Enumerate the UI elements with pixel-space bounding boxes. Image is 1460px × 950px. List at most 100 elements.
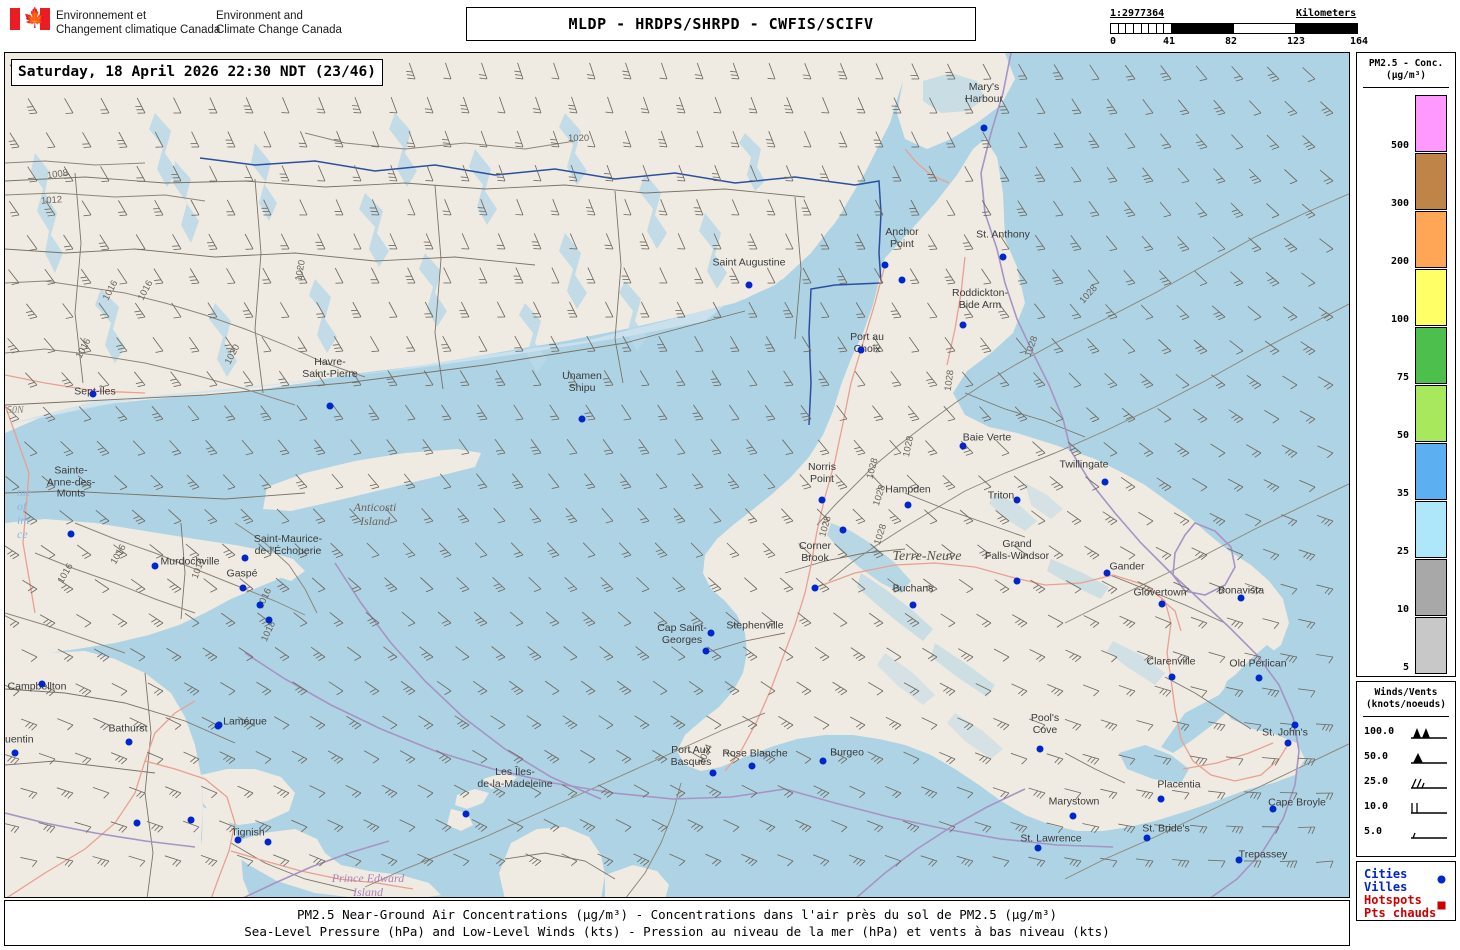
city-label: Trepassey [1238, 848, 1288, 861]
isobar-label: 1020 [568, 133, 590, 144]
city-marker[interactable] [819, 757, 827, 765]
city-label: Mary's Harbour [965, 81, 1003, 105]
city-label: Cape Broyle [1268, 796, 1326, 809]
city-label: Clarenville [1146, 655, 1196, 668]
color-band-25 [1415, 501, 1447, 558]
city-label: Port Aux Basques [670, 744, 712, 768]
city-label: Twillingate [1059, 458, 1109, 471]
city-label: Placentia [1157, 778, 1201, 791]
city-marker[interactable] [264, 838, 272, 846]
city-marker[interactable] [1291, 721, 1299, 729]
city-label: St. Bride's [1142, 822, 1190, 835]
scale-track [1110, 23, 1358, 34]
city-marker[interactable] [462, 810, 470, 818]
wind-legend-title: Winds/Vents (knots/noeuds) [1365, 687, 1447, 710]
city-marker[interactable] [904, 501, 912, 509]
city-marker[interactable] [1237, 594, 1245, 602]
city-marker[interactable] [1157, 795, 1165, 803]
city-marker[interactable] [898, 276, 906, 284]
city-marker[interactable] [187, 816, 195, 824]
city-marker[interactable] [1168, 673, 1176, 681]
color-band-300 [1415, 153, 1447, 210]
city-marker[interactable] [811, 584, 819, 592]
city-marker[interactable] [709, 769, 717, 777]
city-marker[interactable] [999, 253, 1007, 261]
scale-tick-82: 82 [1225, 36, 1238, 47]
city-label: Norris Point [808, 461, 836, 485]
scale-bar: 1:2977364 Kilometers 0 41 82 123 164 [1110, 8, 1410, 48]
city-marker[interactable] [234, 836, 242, 844]
city-marker[interactable] [1013, 496, 1021, 504]
isobar-label: 1012 [40, 194, 63, 207]
city-marker[interactable] [909, 601, 917, 609]
city-marker[interactable] [151, 562, 159, 570]
map-title: MLDP - HRDPS/SHRPD - CWFIS/SCIFV [568, 15, 874, 33]
city-marker[interactable] [1284, 739, 1292, 747]
city-marker[interactable] [980, 124, 988, 132]
city-label: Corner Brook [798, 540, 832, 564]
city-marker[interactable] [67, 530, 75, 538]
city-marker[interactable] [1103, 569, 1111, 577]
city-marker[interactable] [256, 601, 264, 609]
map-canvas[interactable]: Saturday, 18 April 2026 22:30 NDT (23/46… [4, 52, 1350, 898]
city-marker[interactable] [38, 680, 46, 688]
city-label: Cap Saint- Georges [657, 622, 707, 646]
color-band-label-500: 500 [1390, 140, 1409, 151]
city-label: Tignish [231, 826, 265, 839]
city-marker[interactable] [1269, 805, 1277, 813]
city-marker[interactable] [215, 721, 223, 729]
scale-tick-164: 164 [1350, 36, 1369, 47]
city-marker[interactable] [1034, 844, 1042, 852]
city-marker[interactable] [578, 415, 586, 423]
city-marker[interactable] [11, 749, 19, 757]
city-label: Marystown [1048, 795, 1100, 808]
city-label: St. Anthony [976, 228, 1030, 241]
city-label: Roddickton- Bide Arm [951, 287, 1009, 311]
city-marker[interactable] [1069, 812, 1077, 820]
city-marker[interactable] [959, 321, 967, 329]
barb-5kt-icon [1407, 824, 1451, 842]
city-marker[interactable] [1143, 834, 1151, 842]
city-marker[interactable] [241, 554, 249, 562]
barb-50kt-icon [1407, 749, 1451, 767]
city-label: Stephenville [726, 619, 784, 632]
city-marker[interactable] [89, 390, 97, 398]
color-band-35 [1415, 443, 1447, 500]
wind-legend-value: 5.0 [1364, 826, 1383, 837]
city-marker[interactable] [1013, 577, 1021, 585]
map-geometry [5, 53, 1349, 897]
city-marker[interactable] [707, 629, 715, 637]
org-name-en: Environment and Climate Change Canada [216, 10, 342, 36]
map-layers: Saturday, 18 April 2026 22:30 NDT (23/46… [5, 53, 1349, 897]
scale-tick-labels: 0 41 82 123 164 [1110, 36, 1370, 50]
city-marker[interactable] [1101, 478, 1109, 486]
city-marker[interactable] [857, 346, 865, 354]
city-marker[interactable] [133, 819, 141, 827]
city-marker[interactable] [702, 647, 710, 655]
city-marker[interactable] [1235, 856, 1243, 864]
city-marker[interactable] [326, 402, 334, 410]
city-marker[interactable] [1158, 600, 1166, 608]
legend-divider [1363, 87, 1449, 88]
color-band-label-25: 25 [1396, 546, 1409, 557]
city-marker[interactable] [239, 584, 247, 592]
city-marker[interactable] [745, 281, 753, 289]
city-marker[interactable] [125, 738, 133, 746]
city-marker[interactable] [1255, 674, 1263, 682]
city-label: Bonavista [1217, 584, 1265, 597]
city-marker[interactable] [1036, 745, 1044, 753]
color-band-label-5: 5 [1402, 662, 1409, 673]
city-label: Gander [1109, 560, 1145, 573]
city-label: Unamen Shipu [562, 370, 602, 394]
city-marker[interactable] [839, 526, 847, 534]
concentration-legend: PM2.5 - Conc. (µg/m³) 500 300 200 100 75 50 35… [1356, 52, 1456, 677]
city-marker[interactable] [959, 442, 967, 450]
city-label: uentin [5, 733, 34, 746]
wind-legend: Winds/Vents (knots/noeuds) 100.0 50.0 25.0… [1356, 681, 1456, 857]
city-marker[interactable] [748, 762, 756, 770]
city-marker[interactable] [265, 616, 273, 624]
region-label: me of int ce [17, 485, 31, 541]
city-marker[interactable] [881, 261, 889, 269]
city-marker[interactable] [818, 496, 826, 504]
